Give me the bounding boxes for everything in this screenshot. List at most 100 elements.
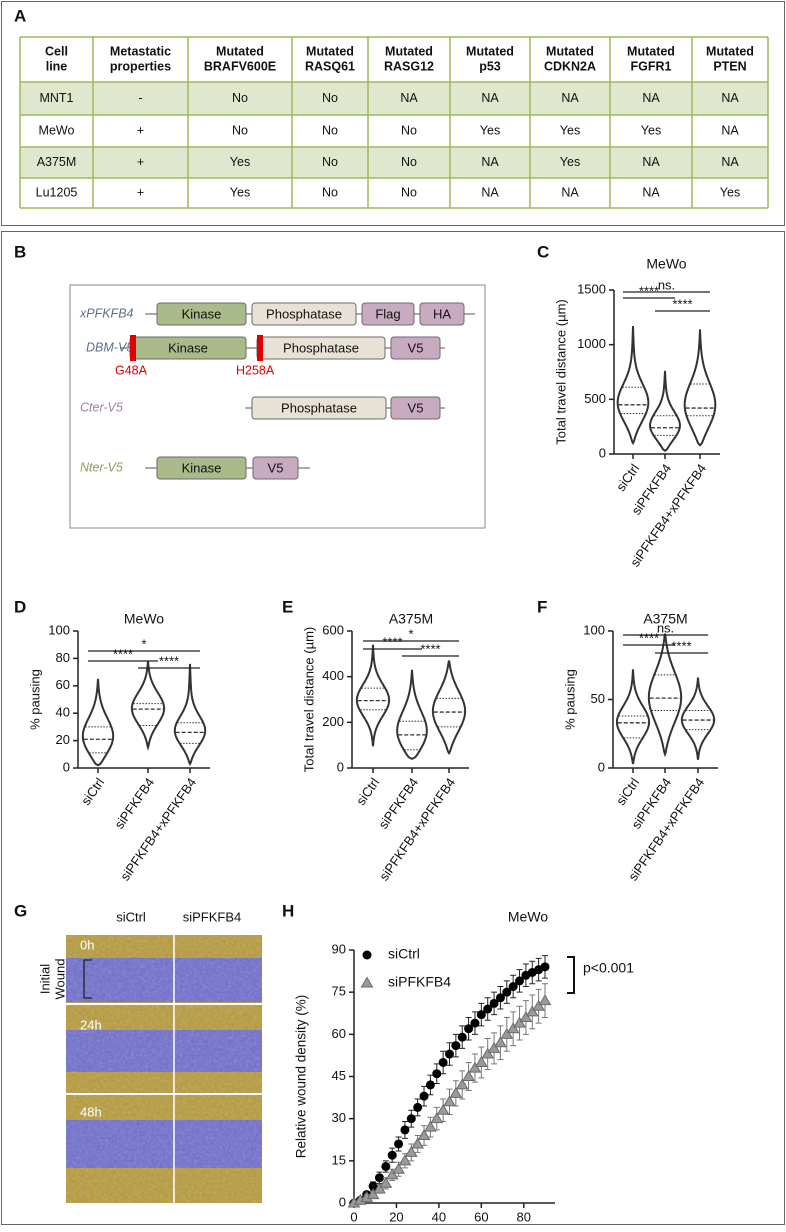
violin [683, 329, 717, 447]
y-tick-label: 0 [599, 445, 606, 460]
violin [616, 326, 650, 446]
table-cell: Yes [560, 155, 580, 169]
table-cell: NA [642, 155, 660, 169]
data-point [540, 962, 550, 972]
domain-box [156, 302, 247, 326]
data-point [368, 1181, 378, 1191]
violin [173, 663, 207, 767]
domain-box [390, 396, 441, 420]
significance-label: **** [159, 653, 179, 668]
significance-label: **** [639, 283, 659, 298]
data-point [424, 1120, 437, 1132]
data-point [487, 1041, 501, 1053]
y-tick-label: 80 [56, 650, 70, 665]
data-point [451, 1041, 461, 1051]
table-cell: No [322, 155, 338, 169]
significance-label: **** [671, 638, 691, 653]
y-tick-label: 1500 [577, 281, 606, 296]
data-point [443, 1095, 456, 1107]
table-header: Mutated [627, 44, 675, 58]
table-cell: Yes [720, 185, 740, 199]
y-axis-label: % pausing [27, 669, 42, 730]
data-point [411, 1137, 425, 1149]
panel-label: G [14, 901, 27, 920]
data-point [385, 1168, 399, 1180]
domain-label: Phosphatase [283, 340, 359, 355]
domain-box [419, 302, 465, 326]
x-tick-label: siCtrl [613, 775, 642, 808]
y-axis-label: % pausing [562, 669, 577, 730]
violin [649, 370, 681, 452]
data-point [413, 1102, 423, 1112]
table-cell: No [401, 155, 417, 169]
table-cell: NA [721, 123, 739, 137]
data-point [468, 1061, 482, 1073]
violin [431, 660, 467, 756]
table-cell: Yes [230, 185, 250, 199]
data-point [373, 1182, 386, 1194]
data-point [394, 1139, 404, 1149]
violin [647, 633, 683, 758]
construct-label: DBM-V5 [86, 340, 133, 354]
data-point [419, 1091, 429, 1101]
y-tick-label: 100 [583, 622, 605, 637]
x-tick-label: 80 [517, 1209, 531, 1224]
data-point [513, 1016, 526, 1028]
data-point [515, 976, 525, 986]
x-tick-label: siCtrl [78, 775, 107, 808]
table-cell: NA [481, 91, 499, 105]
y-axis-label: Total travel distance (µm) [301, 627, 316, 772]
y-tick-label: 1000 [577, 336, 606, 351]
mutation-label: G48A [115, 363, 148, 377]
y-tick-label: 30 [332, 1110, 346, 1125]
legend-label: siCtrl [388, 946, 420, 962]
wound-bracket [83, 959, 92, 999]
y-tick-label: 60 [332, 1026, 346, 1041]
y-tick-label: 100 [48, 622, 70, 637]
data-point [494, 1036, 507, 1048]
table-cell: NA [561, 185, 579, 199]
data-point [532, 999, 546, 1011]
table-cell: NA [481, 155, 499, 169]
panel-label: E [282, 597, 293, 616]
table-header: Mutated [466, 44, 514, 58]
table-row-bg [20, 178, 768, 208]
wound-label: Initial [37, 964, 52, 994]
table-header: Mutated [306, 44, 354, 58]
significance-label: * [141, 636, 146, 651]
data-point [500, 1027, 514, 1039]
table-cell: No [232, 123, 248, 137]
y-tick-label: 600 [322, 622, 344, 637]
table-cell: No [232, 91, 248, 105]
violin [81, 678, 115, 767]
x-tick-label: siCtrl [353, 775, 382, 808]
y-tick-label: 45 [332, 1068, 346, 1083]
table-header: properties [110, 59, 171, 73]
x-tick-label: 60 [474, 1209, 488, 1224]
domain-label: V5 [268, 460, 284, 475]
table-cell: No [322, 123, 338, 137]
table-header: Mutated [385, 44, 433, 58]
significance-label: * [408, 626, 413, 641]
domain-label: Phosphatase [266, 306, 342, 321]
domain-label: V5 [408, 400, 424, 415]
table-cell: NA [642, 185, 660, 199]
domain-box [251, 396, 387, 420]
image-texture [66, 1095, 262, 1203]
table-cell: Lu1205 [36, 185, 78, 199]
violin [680, 677, 716, 760]
y-tick-label: 500 [584, 391, 606, 406]
domain-label: Flag [375, 306, 400, 321]
domain-box [252, 456, 299, 480]
image-texture [66, 935, 262, 1003]
table-cell: NA [642, 91, 660, 105]
data-point [474, 1055, 488, 1067]
table-header: Mutated [216, 44, 264, 58]
y-tick-label: 0 [339, 1194, 346, 1209]
data-point [379, 1176, 393, 1188]
table-header: line [46, 59, 68, 73]
significance-label: ns. [657, 620, 674, 635]
domain-label: Phosphatase [281, 400, 357, 415]
data-point [374, 1173, 384, 1183]
